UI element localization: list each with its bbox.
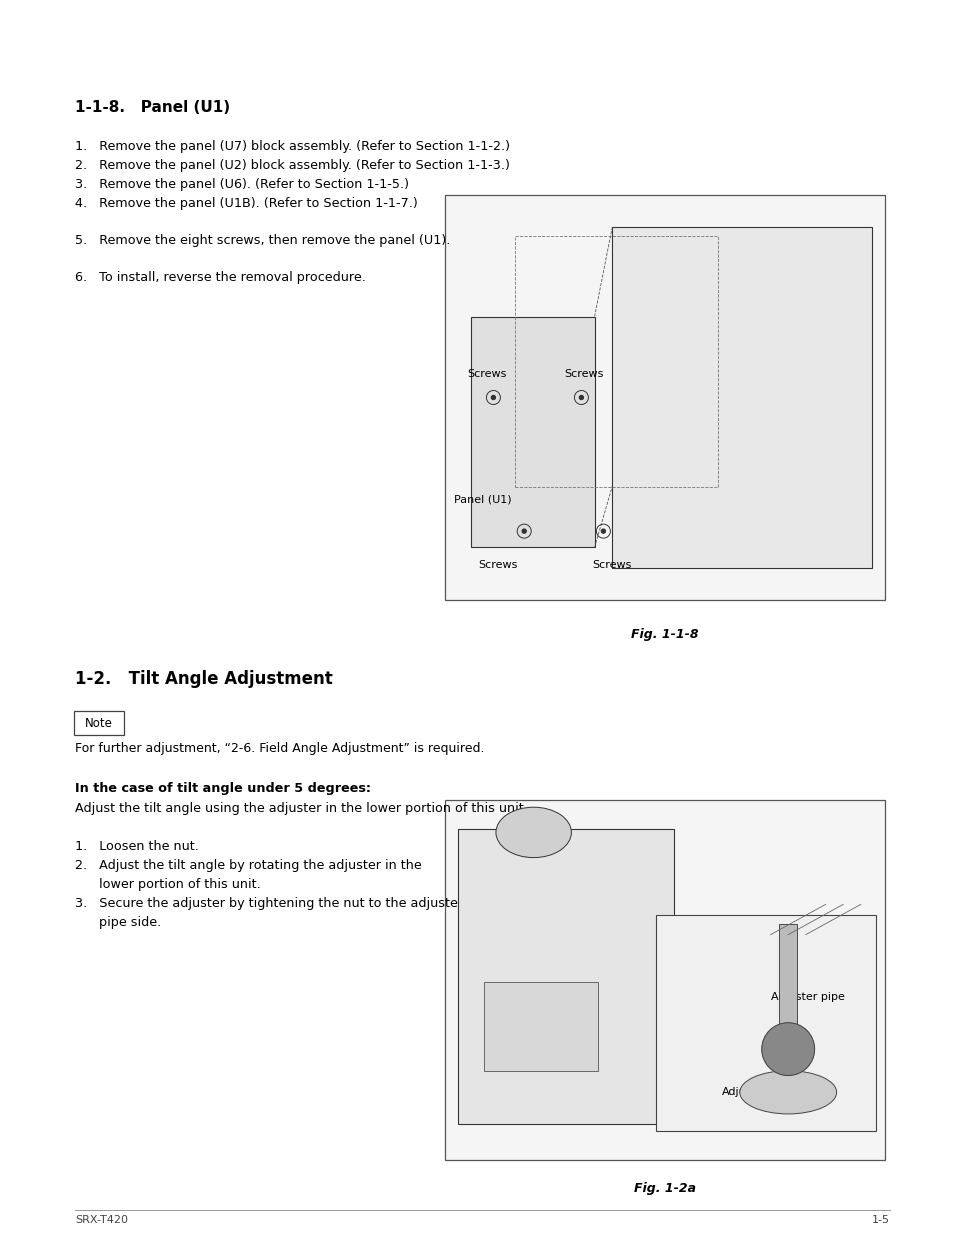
Text: SRX-T420: SRX-T420 bbox=[75, 1214, 128, 1226]
Text: Screws: Screws bbox=[467, 369, 506, 379]
Text: 1-2.   Tilt Angle Adjustment: 1-2. Tilt Angle Adjustment bbox=[75, 670, 333, 687]
Text: pipe side.: pipe side. bbox=[75, 916, 161, 929]
Ellipse shape bbox=[496, 807, 571, 858]
Bar bbox=[457, 829, 673, 1124]
Bar bbox=[444, 195, 884, 600]
Text: 4.   Remove the panel (U1B). (Refer to Section 1-1-7.): 4. Remove the panel (U1B). (Refer to Sec… bbox=[75, 196, 417, 210]
Ellipse shape bbox=[739, 1070, 836, 1114]
Text: 3.   Secure the adjuster by tightening the nut to the adjuster: 3. Secure the adjuster by tightening the… bbox=[75, 897, 462, 910]
Text: Adjuster: Adjuster bbox=[721, 1088, 768, 1098]
Bar bbox=[483, 982, 598, 1071]
Text: 1.   Remove the panel (U7) block assembly. (Refer to Section 1-1-2.): 1. Remove the panel (U7) block assembly.… bbox=[75, 140, 510, 153]
Circle shape bbox=[761, 1023, 814, 1075]
Text: In the case of tilt angle under 5 degrees:: In the case of tilt angle under 5 degree… bbox=[75, 782, 371, 796]
FancyBboxPatch shape bbox=[74, 711, 124, 735]
Text: 6.   To install, reverse the removal procedure.: 6. To install, reverse the removal proce… bbox=[75, 271, 366, 283]
Text: For further adjustment, “2-6. Field Angle Adjustment” is required.: For further adjustment, “2-6. Field Angl… bbox=[75, 742, 484, 755]
Bar bbox=[515, 235, 717, 486]
Text: Screws: Screws bbox=[563, 369, 602, 379]
Circle shape bbox=[600, 530, 605, 533]
Text: 2.   Remove the panel (U2) block assembly. (Refer to Section 1-1-3.): 2. Remove the panel (U2) block assembly.… bbox=[75, 159, 509, 172]
Text: Screws: Screws bbox=[592, 559, 631, 569]
Bar bbox=[656, 915, 875, 1131]
Text: Adjuster pipe: Adjuster pipe bbox=[770, 992, 843, 1002]
Circle shape bbox=[578, 395, 583, 399]
Text: Panel (U1): Panel (U1) bbox=[454, 495, 511, 505]
Text: Fig. 1-2a: Fig. 1-2a bbox=[634, 1182, 696, 1195]
Bar bbox=[779, 924, 796, 1028]
Circle shape bbox=[491, 395, 495, 399]
Text: Nut: Nut bbox=[770, 1040, 790, 1050]
Bar bbox=[444, 800, 884, 1160]
Bar bbox=[471, 317, 594, 547]
Bar bbox=[612, 227, 871, 568]
Text: Adjust the tilt angle using the adjuster in the lower portion of this unit.: Adjust the tilt angle using the adjuster… bbox=[75, 802, 527, 815]
Text: 1-5: 1-5 bbox=[871, 1214, 889, 1226]
Text: 2.   Adjust the tilt angle by rotating the adjuster in the: 2. Adjust the tilt angle by rotating the… bbox=[75, 859, 421, 873]
Text: Fig. 1-1-8: Fig. 1-1-8 bbox=[631, 628, 699, 641]
Text: Note: Note bbox=[85, 716, 112, 730]
Text: 5.   Remove the eight screws, then remove the panel (U1).: 5. Remove the eight screws, then remove … bbox=[75, 234, 450, 247]
Circle shape bbox=[521, 530, 526, 533]
Text: 1-1-8.   Panel (U1): 1-1-8. Panel (U1) bbox=[75, 99, 230, 116]
Text: Screws: Screws bbox=[477, 559, 517, 569]
Text: lower portion of this unit.: lower portion of this unit. bbox=[75, 878, 260, 891]
Text: 1.   Loosen the nut.: 1. Loosen the nut. bbox=[75, 840, 198, 853]
Text: 3.   Remove the panel (U6). (Refer to Section 1-1-5.): 3. Remove the panel (U6). (Refer to Sect… bbox=[75, 178, 409, 191]
